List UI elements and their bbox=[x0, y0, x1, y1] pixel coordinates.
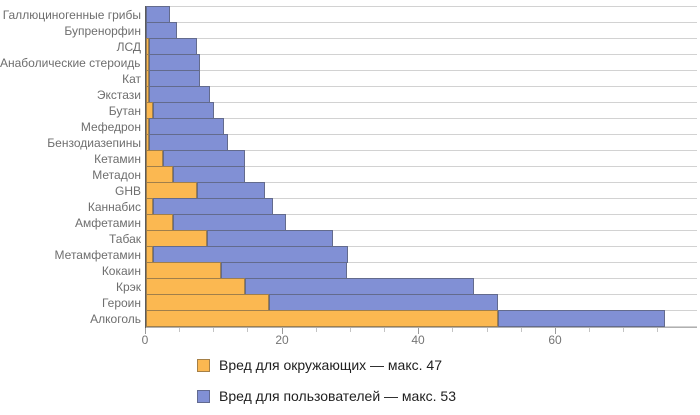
bar-segment-harm-to-users bbox=[149, 86, 210, 103]
x-axis-minor-tick bbox=[350, 328, 351, 332]
bar-segment-harm-to-others bbox=[146, 310, 498, 327]
x-axis-minor-tick bbox=[316, 328, 317, 332]
category-gridline bbox=[145, 22, 697, 23]
x-axis-minor-tick bbox=[179, 328, 180, 332]
category-label: Экстази bbox=[96, 88, 141, 102]
bar-segment-harm-to-others bbox=[146, 182, 197, 199]
x-axis-minor-tick bbox=[657, 328, 658, 332]
bar-segment-harm-to-users bbox=[207, 230, 333, 247]
category-label: Кат bbox=[122, 72, 141, 86]
category-label: Галлюциногенные грибы bbox=[2, 8, 141, 22]
legend-swatch-harm-to-others bbox=[197, 358, 210, 372]
x-axis-tick-label: 60 bbox=[548, 333, 562, 347]
bar-segment-harm-to-others bbox=[146, 246, 153, 263]
bar-segment-harm-to-users bbox=[173, 166, 245, 183]
category-label: ЛСД bbox=[116, 40, 141, 54]
bar-segment-harm-to-others bbox=[146, 278, 245, 295]
category-label: Крэк bbox=[115, 280, 141, 294]
category-label: Алкоголь bbox=[90, 312, 141, 326]
bar-segment-harm-to-users bbox=[146, 22, 177, 39]
bar-segment-harm-to-users bbox=[153, 198, 273, 215]
category-gridline bbox=[145, 86, 697, 87]
category-gridline bbox=[145, 214, 697, 215]
x-axis-minor-tick bbox=[487, 328, 488, 332]
bar-segment-harm-to-others bbox=[146, 294, 269, 311]
legend-item-harm-to-users: Вред для пользователей — макс. 53 bbox=[197, 388, 456, 404]
bar-segment-harm-to-users bbox=[197, 182, 265, 199]
bar-segment-harm-to-users bbox=[149, 134, 228, 151]
bar-segment-harm-to-others bbox=[146, 102, 153, 119]
category-label: Каннабис bbox=[87, 200, 141, 214]
category-gridline bbox=[145, 70, 697, 71]
category-label: Кетамин bbox=[94, 152, 141, 166]
bar-segment-harm-to-users bbox=[153, 102, 214, 119]
category-label: Бупренорфин bbox=[64, 24, 141, 38]
category-label: Амфетамин bbox=[74, 216, 141, 230]
category-label: Анаболические стероиды bbox=[0, 56, 141, 70]
category-label: Кокаин bbox=[101, 264, 141, 278]
x-axis-minor-tick bbox=[623, 328, 624, 332]
bar-segment-harm-to-others bbox=[146, 166, 173, 183]
category-gridline bbox=[145, 246, 697, 247]
x-axis-tick-label: 40 bbox=[411, 333, 425, 347]
x-axis-minor-tick bbox=[213, 328, 214, 332]
legend-label-harm-to-others: Вред для окружающих — макс. 47 bbox=[219, 357, 442, 373]
category-label: Бутан bbox=[108, 104, 141, 118]
x-axis-tick-label: 20 bbox=[275, 333, 289, 347]
category-gridline bbox=[145, 198, 697, 199]
bar-segment-harm-to-users bbox=[269, 294, 498, 311]
bar-segment-harm-to-users bbox=[245, 278, 474, 295]
bar-segment-harm-to-others bbox=[146, 150, 163, 167]
bar-segment-harm-to-users bbox=[149, 38, 197, 55]
bar-segment-harm-to-users bbox=[153, 246, 348, 263]
category-gridline bbox=[145, 230, 697, 231]
bar-segment-harm-to-users bbox=[149, 54, 200, 71]
x-axis-minor-tick bbox=[521, 328, 522, 332]
x-axis-minor-tick bbox=[452, 328, 453, 332]
category-gridline bbox=[145, 6, 697, 7]
legend-swatch-harm-to-users bbox=[197, 389, 210, 403]
bar-segment-harm-to-others bbox=[146, 262, 221, 279]
category-gridline bbox=[145, 134, 697, 135]
category-gridline bbox=[145, 118, 697, 119]
bar-segment-harm-to-users bbox=[163, 150, 245, 167]
bar-segment-harm-to-users bbox=[498, 310, 665, 327]
x-axis-major-tick bbox=[282, 328, 283, 334]
x-axis-minor-tick bbox=[384, 328, 385, 332]
category-gridline bbox=[145, 150, 697, 151]
legend-item-harm-to-others: Вред для окружающих — макс. 47 bbox=[197, 357, 442, 373]
category-label: Табак bbox=[109, 232, 141, 246]
bar-segment-harm-to-users bbox=[149, 118, 224, 135]
bar-segment-harm-to-others bbox=[146, 230, 207, 247]
bar-segment-harm-to-others bbox=[146, 214, 173, 231]
x-axis-major-tick bbox=[555, 328, 556, 334]
category-gridline bbox=[145, 262, 697, 263]
category-label: Героин bbox=[101, 296, 141, 310]
category-gridline bbox=[145, 54, 697, 55]
category-label: Бензодиазепины bbox=[47, 136, 141, 150]
category-label: GHB bbox=[114, 184, 141, 198]
bar-segment-harm-to-users bbox=[221, 262, 347, 279]
y-axis-line bbox=[145, 6, 146, 328]
bar-segment-harm-to-users bbox=[146, 6, 170, 23]
category-gridline bbox=[145, 182, 697, 183]
category-gridline bbox=[145, 102, 697, 103]
x-axis-major-tick bbox=[145, 328, 146, 334]
x-axis-line bbox=[145, 327, 697, 328]
x-axis-minor-tick bbox=[589, 328, 590, 332]
category-gridline bbox=[145, 166, 697, 167]
category-label: Мефедрон bbox=[80, 120, 141, 134]
x-axis-minor-tick bbox=[247, 328, 248, 332]
x-axis-tick-label: 0 bbox=[141, 333, 149, 347]
bar-segment-harm-to-others bbox=[146, 198, 153, 215]
legend-label-harm-to-users: Вред для пользователей — макс. 53 bbox=[219, 388, 456, 404]
bar-segment-harm-to-users bbox=[149, 70, 200, 87]
x-axis-major-tick bbox=[418, 328, 419, 334]
bar-segment-harm-to-users bbox=[173, 214, 286, 231]
category-gridline bbox=[145, 38, 697, 39]
category-label: Метадон bbox=[92, 168, 141, 182]
category-label: Метамфетамин bbox=[54, 248, 141, 262]
